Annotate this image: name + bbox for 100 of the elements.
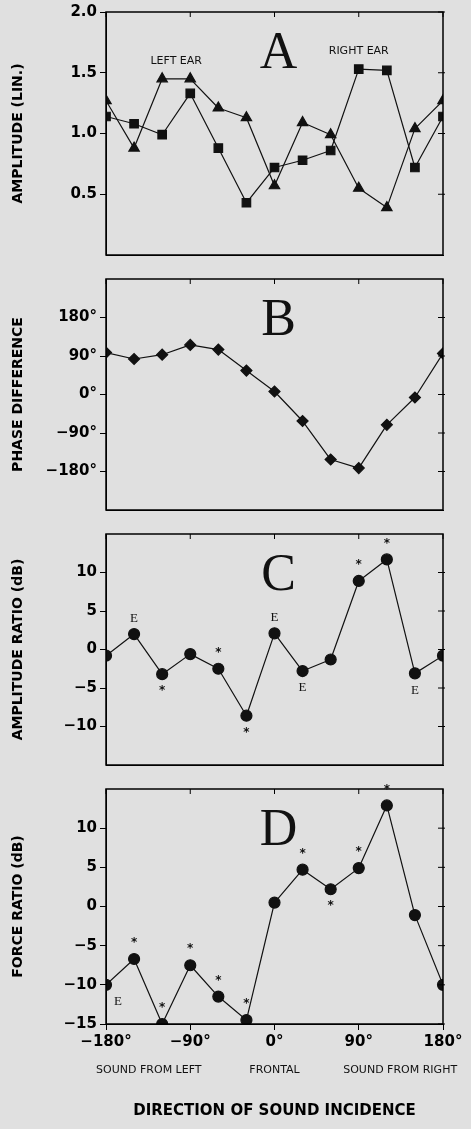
point — [297, 155, 308, 166]
y-tick-label: −15 — [63, 1013, 97, 1032]
point — [212, 343, 225, 356]
point — [352, 461, 365, 475]
x-tick-label: 180° — [423, 1031, 463, 1050]
point — [381, 201, 393, 212]
y-tick-label: 0 — [86, 639, 97, 658]
annotation: E — [130, 609, 139, 625]
point — [212, 101, 225, 112]
annotation: * — [243, 724, 251, 739]
point — [184, 72, 197, 83]
x-tick-label: −90° — [169, 1031, 211, 1050]
y-tick-label: 5 — [86, 600, 97, 619]
point — [156, 668, 169, 681]
annotation: E — [270, 608, 279, 624]
point — [240, 364, 253, 377]
y-axis-title: FORCE RATIO (dB) — [9, 835, 26, 978]
point — [380, 799, 393, 812]
point — [212, 990, 225, 1003]
point — [184, 648, 197, 661]
annotation: * — [299, 845, 307, 860]
point — [296, 414, 309, 428]
point — [296, 115, 309, 127]
annotation: * — [383, 535, 391, 550]
y-tick-label: −5 — [73, 677, 97, 696]
point — [213, 143, 224, 153]
series-label: RIGHT EAR — [328, 43, 390, 57]
y-tick-label: 0° — [79, 384, 97, 403]
point — [241, 197, 252, 208]
y-axis-title: PHASE DIFFERENCE — [9, 317, 26, 472]
y-axis-title: AMPLITUDE RATIO (dB) — [9, 558, 26, 741]
point — [184, 338, 197, 351]
y-tick-label: −10 — [63, 716, 97, 735]
annotation: B — [261, 288, 296, 346]
point — [240, 1013, 253, 1024]
annotation: E — [410, 681, 419, 697]
y-tick-label: 5 — [86, 857, 97, 876]
point — [409, 122, 421, 133]
y-axis-title: AMPLITUDE (LIN.) — [9, 63, 26, 204]
annotation: * — [243, 996, 251, 1011]
point — [352, 574, 365, 588]
x-tick-label: 90° — [344, 1031, 373, 1050]
point — [324, 653, 337, 666]
annotation: C — [261, 543, 296, 601]
y-tick-label: 10 — [76, 818, 97, 837]
annotation: * — [215, 972, 223, 987]
y-tick-label: 90° — [68, 345, 97, 364]
point — [353, 64, 364, 74]
annotation: D — [259, 798, 298, 856]
point — [324, 453, 337, 466]
point — [157, 129, 168, 140]
point — [156, 72, 168, 83]
point — [325, 145, 336, 156]
annotation: E — [114, 993, 123, 1009]
point — [296, 664, 309, 678]
series-label: LEFT EAR — [150, 53, 203, 67]
point — [352, 181, 365, 192]
y-tick-label: 10 — [76, 562, 97, 581]
x-tick-label: 0° — [265, 1031, 284, 1050]
annotation: * — [159, 683, 167, 698]
text: SOUND FROM LEFT — [96, 1062, 202, 1076]
y-tick-label: 2.0 — [70, 1, 97, 20]
annotation: * — [130, 935, 138, 950]
y-tick-label: 180° — [58, 307, 97, 326]
text: SOUND FROM RIGHT — [343, 1062, 458, 1076]
annotation: * — [215, 644, 223, 659]
point — [127, 628, 141, 641]
y-tick-label: −180° — [45, 461, 97, 480]
point — [185, 88, 196, 99]
point — [268, 179, 281, 190]
text: FRONTAL — [249, 1062, 301, 1076]
annotation: * — [383, 781, 391, 796]
point — [127, 352, 141, 366]
annotation: * — [355, 844, 363, 859]
y-tick-label: 1.5 — [70, 62, 97, 81]
point — [128, 141, 140, 152]
point — [352, 862, 365, 875]
y-tick-label: 0.5 — [70, 184, 97, 203]
point — [381, 65, 392, 76]
point — [296, 863, 309, 876]
y-tick-label: 1.0 — [70, 123, 97, 142]
annotation: E — [298, 679, 307, 695]
y-tick-label: −90° — [56, 422, 97, 441]
point — [380, 418, 393, 431]
point — [240, 709, 253, 722]
point — [129, 118, 139, 129]
y-tick-label: 0 — [86, 896, 97, 915]
x-axis-title: DIRECTION OF SOUND INCIDENCE — [133, 1100, 416, 1119]
point — [184, 959, 197, 972]
point — [408, 909, 422, 922]
annotation: A — [259, 21, 298, 79]
point — [268, 627, 281, 640]
annotation: * — [327, 898, 335, 913]
point — [408, 667, 422, 680]
point — [127, 952, 141, 966]
point — [212, 662, 225, 675]
point — [268, 896, 281, 909]
point — [268, 385, 281, 398]
point — [380, 553, 393, 566]
point — [408, 391, 422, 404]
